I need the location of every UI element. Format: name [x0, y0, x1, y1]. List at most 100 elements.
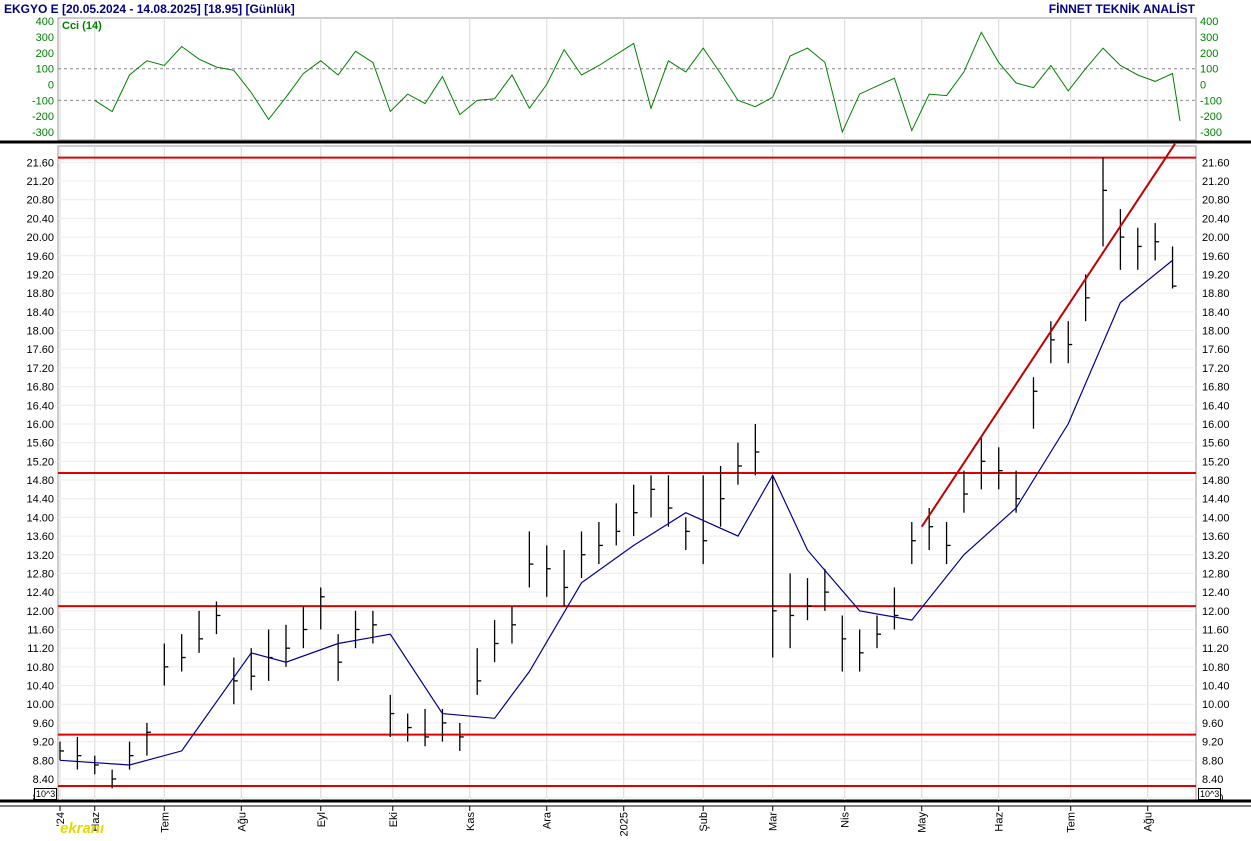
price-y-tick-label: 19.60 [1202, 251, 1230, 263]
ohlc-bar [789, 573, 795, 649]
ohlc-bar [824, 568, 829, 611]
ohlc-bar [1084, 274, 1090, 322]
x-tick-label: Eyl [316, 812, 328, 827]
price-y-tick-label: 9.20 [33, 737, 54, 749]
price-y-tick-label: 18.00 [1202, 326, 1230, 338]
cci-y-tick-label: 300 [1200, 32, 1218, 44]
price-y-tick-label: 13.60 [1202, 531, 1230, 543]
ohlc-bar [1119, 209, 1125, 270]
cci-y-tick-label: -300 [1200, 127, 1222, 139]
ohlc-bar [667, 475, 673, 527]
cci-y-tick-label: -100 [1200, 95, 1222, 107]
x-tick-label: Ara [542, 811, 554, 829]
ohlc-bar [1137, 227, 1142, 270]
x-tick-label: Şub [698, 812, 710, 832]
price-y-tick-label: 14.80 [26, 475, 54, 487]
ohlc-bar [633, 484, 638, 537]
price-y-tick-label: 8.80 [1202, 755, 1223, 767]
cci-y-tick-label: 300 [36, 32, 54, 44]
price-y-tick-label: 12.40 [26, 587, 54, 599]
price-y-tick-label: 17.60 [26, 344, 54, 356]
ohlc-bar [980, 437, 986, 490]
price-y-tick-label: 15.60 [26, 438, 54, 450]
price-y-tick-label: 19.20 [1202, 269, 1230, 281]
price-y-tick-label: 10.00 [26, 699, 54, 711]
cci-panel-frame [57, 17, 1197, 141]
price-y-tick-label: 10.40 [26, 681, 54, 693]
ohlc-bar [320, 587, 325, 630]
price-y-tick-label: 14.80 [1202, 475, 1230, 487]
ohlc-bar [181, 634, 186, 672]
price-y-tick-label: 8.40 [33, 774, 54, 786]
ohlc-bar [737, 442, 742, 485]
price-y-tick-label: 21.20 [26, 176, 54, 188]
price-y-tick-label: 10.80 [26, 662, 54, 674]
scale-badge-left: 10^3 [34, 788, 58, 800]
x-tick-label: Eki [388, 812, 400, 827]
cci-y-tick-label: -200 [32, 111, 54, 123]
ohlc-bar [1067, 321, 1073, 364]
price-y-tick-label: 17.20 [1202, 363, 1230, 375]
x-tick-label: Haz [90, 812, 102, 832]
ohlc-bar [1050, 321, 1055, 364]
price-y-tick-label: 11.20 [1202, 643, 1229, 655]
price-y-tick-label: 9.60 [33, 718, 54, 730]
price-y-tick-label: 16.00 [1202, 419, 1230, 431]
price-gridlines [58, 146, 1196, 800]
x-axis: '24 Haz Tem Ağu Eyl Eki Kas Ara 2025 Şub Mar Nis May… [55, 806, 1155, 836]
ohlc-bar [754, 423, 760, 476]
price-y-axis-left: 21.60 21.20 20.80 20.40 20.00 19.60 19.20 18.80… [26, 157, 54, 804]
x-tick-label: May [917, 812, 929, 833]
ohlc-bar [963, 470, 968, 513]
price-y-tick-label: 10.80 [1202, 662, 1230, 674]
x-tick-label: Kas [465, 812, 477, 831]
cci-y-tick-label: 0 [48, 80, 54, 92]
scale-badge-right: 10^3 [1198, 788, 1222, 800]
price-y-tick-label: 18.80 [1202, 288, 1230, 300]
ohlc-bar [806, 578, 812, 621]
price-y-tick-label: 18.40 [26, 307, 54, 319]
price-y-tick-label: 8.40 [1202, 774, 1223, 786]
price-y-tick-label: 20.40 [1202, 213, 1230, 225]
ohlc-bar [511, 606, 516, 644]
ohlc-bar [146, 722, 151, 756]
ohlc-bar [233, 657, 238, 705]
price-y-tick-label: 19.60 [26, 251, 54, 263]
chart-title: EKGYO E [20.05.2024 - 14.08.2025] [18.95… [4, 2, 295, 16]
price-y-tick-label: 11.60 [27, 624, 54, 636]
trendline [920, 143, 1176, 528]
price-y-tick-label: 12.80 [26, 568, 54, 580]
price-y-tick-label: 18.40 [1202, 307, 1230, 319]
ohlc-bar [441, 708, 447, 742]
ohlc-bar [302, 606, 308, 649]
x-tick-label: Ağu [1143, 812, 1155, 832]
price-y-tick-label: 20.80 [26, 195, 54, 207]
price-y-tick-label: 16.80 [26, 382, 54, 394]
cci-y-tick-label: -300 [32, 127, 54, 139]
price-y-tick-label: 16.40 [26, 400, 54, 412]
x-tick-label: Tem [159, 812, 171, 833]
ohlc-bar [615, 503, 621, 546]
ohlc-bar [389, 694, 395, 737]
x-tick-label: Mar [768, 812, 780, 831]
ohlc-bar [163, 643, 169, 686]
ohlc-bar [841, 615, 847, 672]
price-y-tick-label: 13.60 [26, 531, 54, 543]
ohlc-bar [476, 648, 482, 695]
price-y-tick-label: 15.20 [1202, 456, 1230, 468]
price-y-tick-label: 15.20 [26, 456, 54, 468]
provider-label: FİNNET TEKNİK ANALİST [1048, 2, 1195, 16]
price-y-tick-label: 14.40 [1202, 494, 1230, 506]
price-y-tick-label: 11.20 [27, 643, 54, 655]
price-y-tick-label: 18.00 [26, 326, 54, 338]
ohlc-bar [94, 755, 99, 775]
price-y-tick-label: 19.20 [26, 269, 54, 281]
price-y-tick-label: 12.80 [1202, 568, 1230, 580]
ohlc-bar [598, 522, 603, 565]
price-y-tick-label: 14.40 [26, 494, 54, 506]
x-tick-label: Haz [994, 812, 1006, 832]
ohlc-bar [719, 465, 725, 527]
price-y-tick-label: 21.60 [1202, 157, 1230, 169]
ohlc-bar [858, 629, 864, 672]
